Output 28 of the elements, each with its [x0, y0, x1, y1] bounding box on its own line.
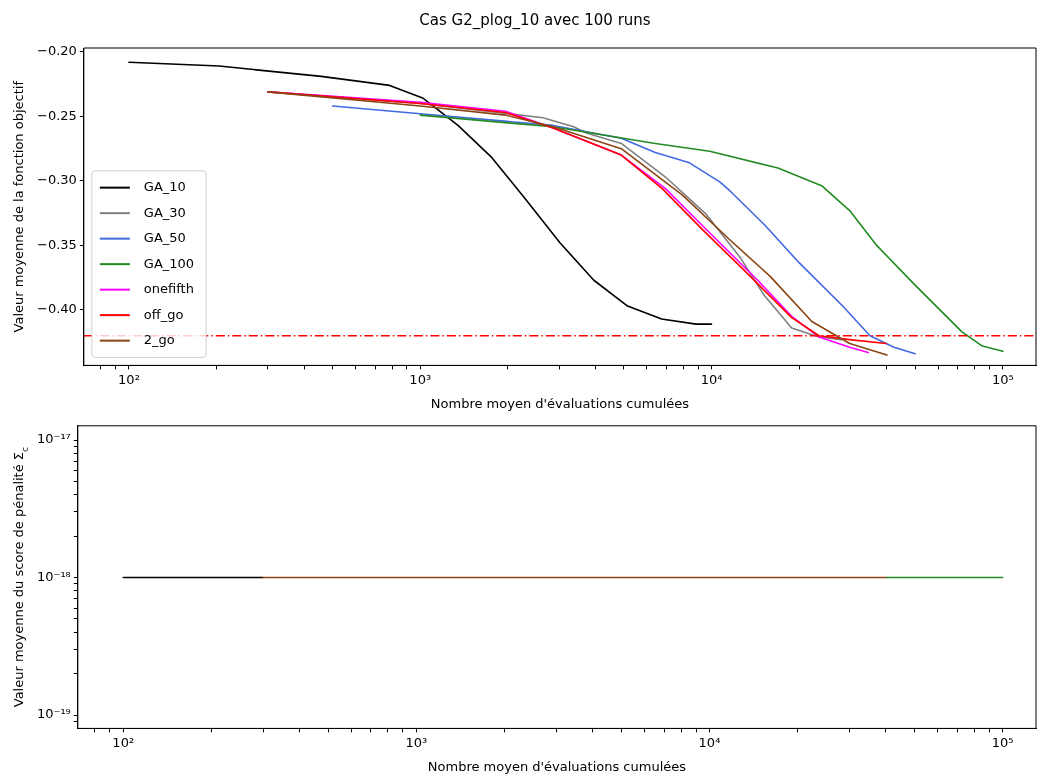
x-tick-label: 10⁵ [991, 734, 1014, 750]
legend-label: off_go [143, 306, 184, 322]
x-axis-title: Nombre moyen d'évaluations cumulées [427, 759, 687, 775]
x-tick-label: 10³ [409, 371, 432, 387]
legend-label: GA_30 [143, 204, 186, 220]
chart-title: Cas G2_plog_10 avec 100 runs [419, 10, 651, 30]
y-tick-label: 10⁻¹⁹ [37, 706, 71, 722]
x-tick-label: 10² [112, 734, 135, 750]
x-tick-label: 10⁴ [700, 371, 723, 387]
y-tick-label: 10⁻¹⁷ [37, 431, 71, 447]
legend-label: onefifth [143, 281, 194, 297]
y-tick-label: −0.35 [36, 236, 77, 252]
legend-label: GA_50 [143, 230, 186, 246]
legend-label: 2_go [143, 332, 175, 348]
x-tick-label: 10² [118, 371, 140, 387]
y-tick-label: −0.30 [36, 172, 77, 188]
x-tick-label: 10³ [405, 734, 428, 750]
y-tick-label: −0.25 [36, 107, 77, 123]
y-axis-title: Valeur moyenne de la fonction objectif [11, 80, 27, 333]
y-tick-label: 10⁻¹⁸ [37, 568, 71, 584]
legend-label: GA_100 [143, 255, 195, 271]
x-tick-label: 10⁴ [698, 734, 721, 750]
y-tick-label: −0.20 [36, 43, 77, 59]
legend-label: GA_10 [143, 179, 186, 195]
x-tick-label: 10⁵ [991, 371, 1014, 387]
y-axis-title: Valeur moyenne du score de pénalité Σc [11, 446, 30, 708]
x-axis-title: Nombre moyen d'évaluations cumulées [430, 396, 690, 412]
y-tick-label: −0.40 [36, 301, 77, 317]
